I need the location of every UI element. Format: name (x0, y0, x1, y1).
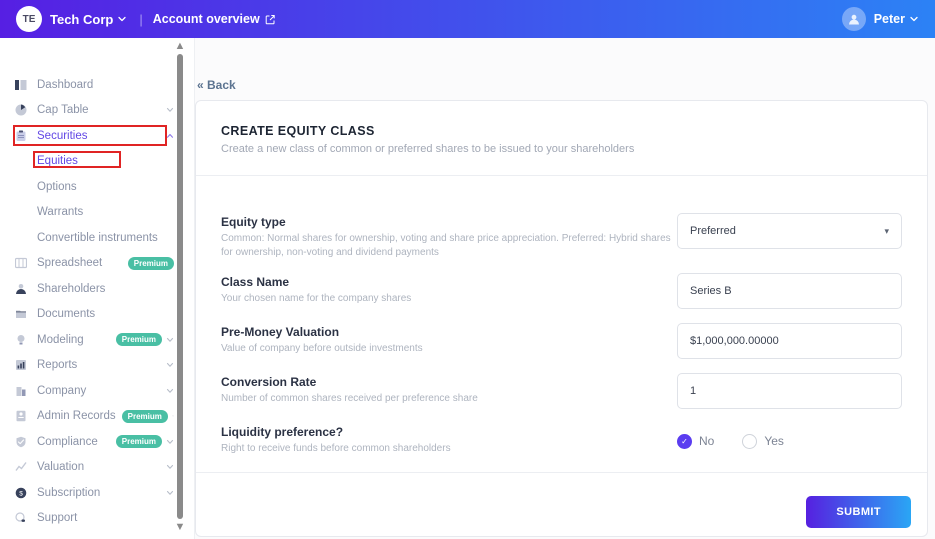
svg-text:$: $ (19, 490, 23, 497)
